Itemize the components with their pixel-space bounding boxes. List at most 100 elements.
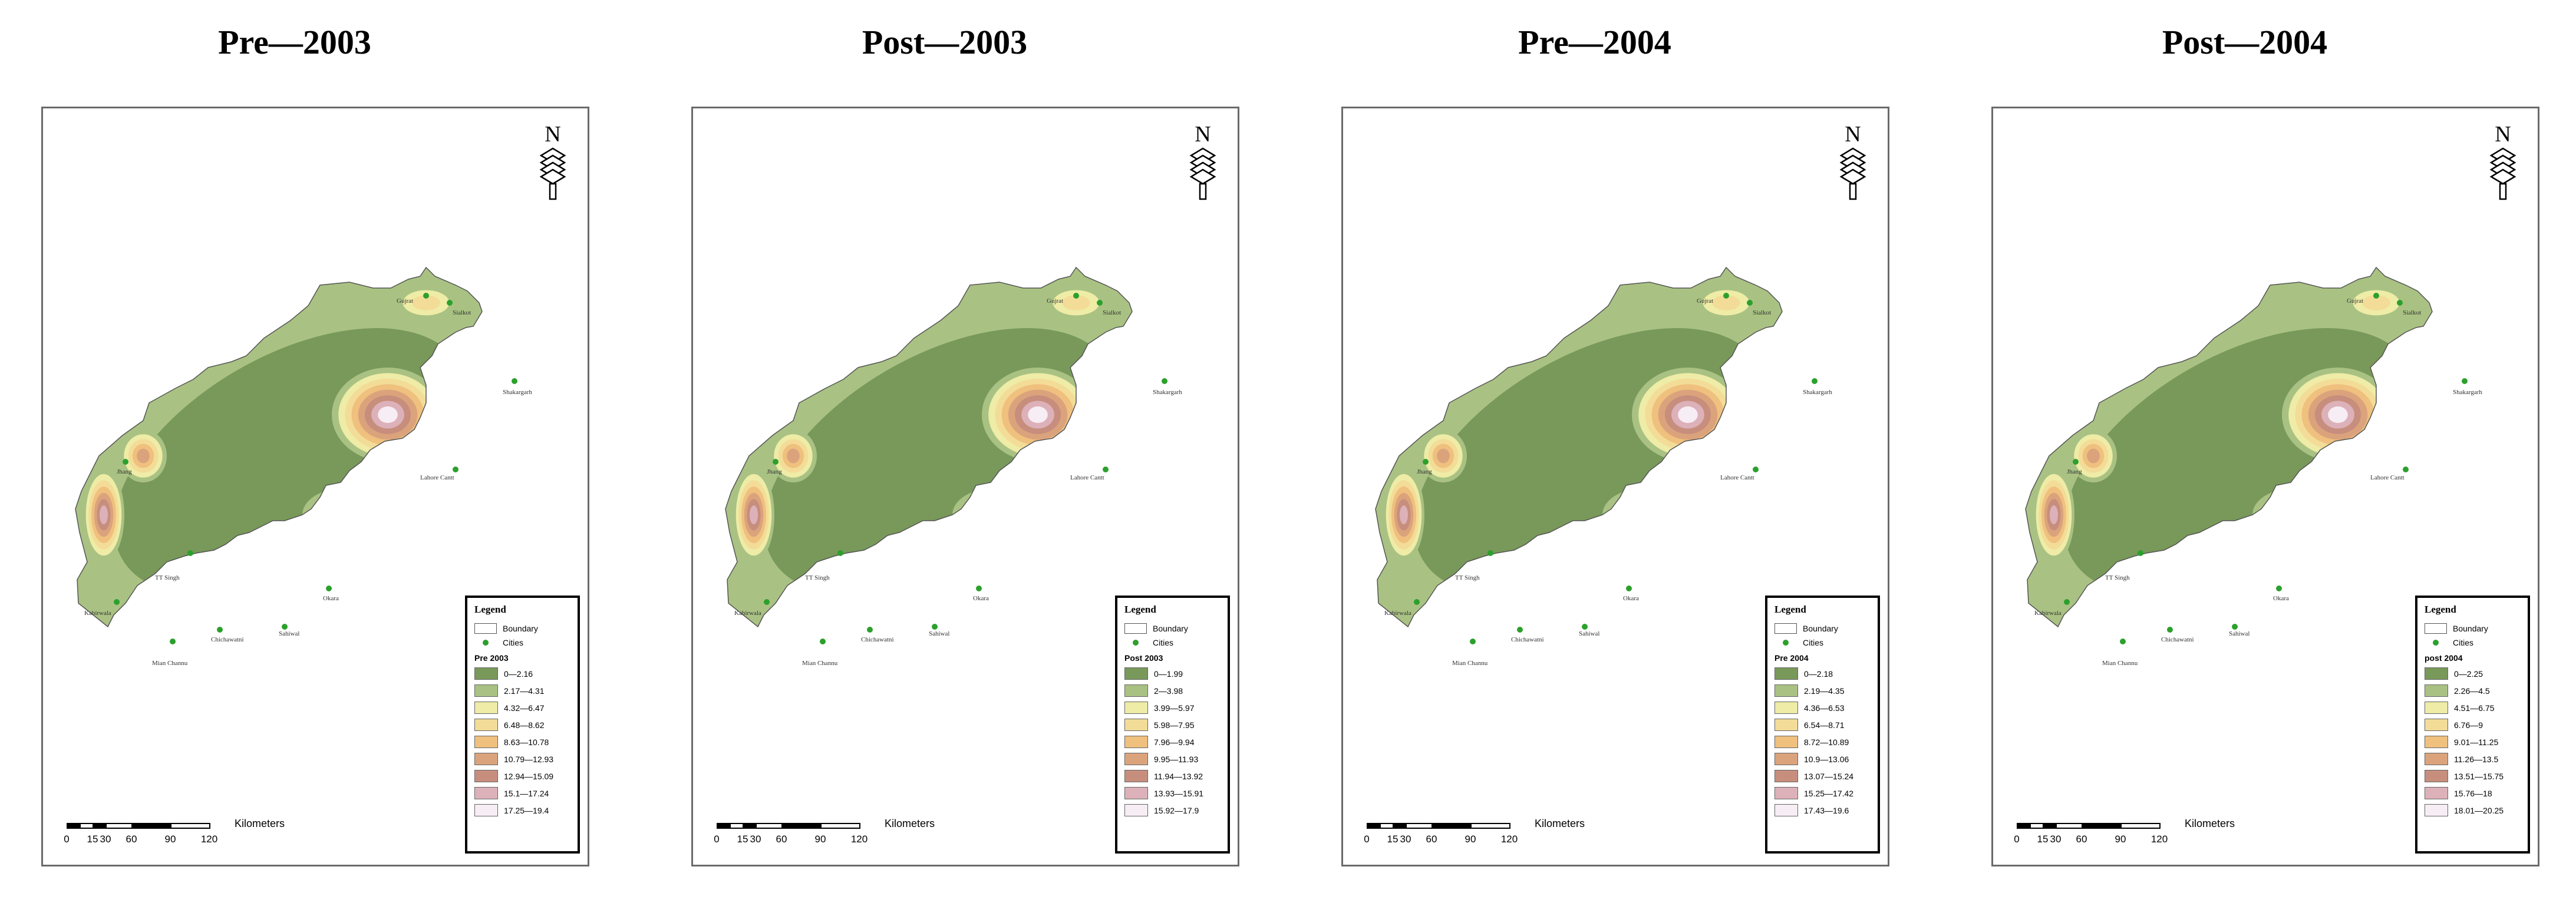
legend-class-swatch: [1774, 719, 1798, 731]
scale-segment: [1367, 823, 1381, 829]
city-label: Okara: [1623, 595, 1639, 602]
scale-tick-label: 120: [200, 833, 218, 845]
contour-zone: [1582, 566, 1599, 581]
city-marker: [423, 293, 429, 299]
city-marker: [512, 378, 517, 384]
city-label: Lahore Cantt: [1720, 474, 1754, 481]
scale-segment: [717, 823, 731, 829]
legend-class-row: 15.76—18: [2425, 785, 2521, 802]
boundary-label: Boundary: [1803, 624, 1838, 633]
contour-zone: [750, 505, 758, 524]
contour-zone: [1123, 383, 1132, 411]
legend-title: Legend: [2425, 604, 2456, 615]
scale-tick-label: 120: [850, 833, 868, 845]
city-label: Sahiwal: [279, 630, 299, 637]
contour-zone: [1101, 357, 1132, 437]
legend-class-swatch: [2425, 804, 2448, 816]
scale-tick-label: 30: [1400, 833, 1411, 845]
contour-zone: [1602, 488, 1685, 541]
panel-title: Pre—2003: [218, 23, 371, 61]
contour-zone: [137, 448, 150, 464]
legend-class-label: 13.07—15.24: [1804, 771, 1854, 781]
contour-zone: [2415, 373, 2432, 421]
contour-zone: [2090, 612, 2132, 627]
contour-zone: [2384, 457, 2415, 490]
city-marker: [1582, 624, 1588, 630]
legend-class-label: 12.94—15.09: [504, 771, 554, 781]
legend-class-swatch: [474, 770, 498, 782]
legend-class-row: 0—1.99: [1124, 665, 1221, 682]
city-marker: [1723, 293, 1729, 299]
map-frame: Gujrat Sialkot Shakargarh Lahore Cantt Okara…: [41, 107, 589, 866]
city-label: Kabirwala: [734, 610, 761, 617]
legend-class-label: 11.94—13.92: [1154, 771, 1203, 781]
city-marker: [1073, 293, 1079, 299]
city-label: Okara: [323, 595, 339, 602]
city-label: Gujrat: [1047, 297, 1063, 305]
scale-tick-label: 15: [737, 833, 748, 845]
city-marker: [976, 586, 982, 591]
district-boundary: [75, 266, 483, 628]
contour-zone: [464, 373, 482, 421]
contour-zone: [2423, 383, 2432, 411]
contour-zone: [1062, 295, 1090, 310]
legend-class-row: 2.19—4.35: [1774, 682, 1871, 699]
contour-zone: [309, 493, 378, 537]
legend-class-row: 0—2.18: [1774, 665, 1871, 682]
legend-class-label: 7.96—9.94: [1154, 737, 1195, 747]
legend-class-label: 15.76—18: [2454, 788, 2492, 798]
contour-zone: [2082, 606, 2140, 627]
legend-class-row: 6.76—9: [2425, 716, 2521, 733]
contour-zone: [1089, 462, 1111, 485]
city-marker: [447, 300, 453, 306]
scale-segment: [1432, 823, 1472, 829]
scale-segment: [2082, 823, 2122, 829]
city-label: Chichawatni: [211, 636, 244, 643]
map-panel-3: Pre—2004 Gujrat Sialkot Shakargarh Lahore C…: [1300, 0, 1889, 903]
legend-class-label: 10.9—13.06: [1804, 754, 1849, 764]
contour-zone: [2191, 532, 2291, 615]
legend-class-label: 15.92—17.9: [1154, 805, 1199, 815]
contour-zone: [332, 507, 355, 522]
panel-title: Post—2004: [2162, 23, 2328, 61]
legend-class-swatch: [474, 804, 498, 816]
scale-tick-label: 30: [2050, 833, 2062, 845]
legend-classes: 0—2.16 2.17—4.31 4.32—6.47 6.48—8.62 8.63—10…: [474, 665, 570, 819]
raster-layer: [725, 267, 1132, 627]
legend-class-row: 4.32—6.47: [474, 699, 570, 716]
city-label: Okara: [2273, 595, 2289, 602]
panel-title: Pre—2004: [1518, 23, 1671, 61]
scale-unit-label: Kilometers: [885, 818, 935, 829]
legend-class-row: 6.48—8.62: [474, 716, 570, 733]
boundary-swatch: [2425, 623, 2447, 634]
legend-class-label: 17.25—19.4: [504, 805, 549, 815]
district-boundary: [2025, 266, 2433, 628]
legend-class-row: 6.54—8.71: [1774, 716, 1871, 733]
city-label: Okara: [973, 595, 989, 602]
contour-zone: [1712, 295, 1740, 310]
legend-class-label: 15.25—17.42: [1804, 788, 1854, 798]
legend-class-row: 9.01—11.25: [2425, 733, 2521, 750]
scale-segment: [105, 823, 133, 829]
contour-zone: [1028, 406, 1048, 424]
legend-class-label: 10.79—12.93: [504, 754, 554, 764]
contour-zone: [787, 448, 800, 464]
scale-tick-label: 60: [126, 833, 137, 845]
map-legend: Legend Boundary Cities Post 2003 0—1.99 2…: [1115, 596, 1230, 854]
legend-class-row: 15.92—17.9: [1124, 802, 1221, 819]
scale-segment: [67, 823, 81, 829]
contour-zone: [302, 488, 385, 541]
legend-boundary: Boundary: [2425, 621, 2521, 636]
contour-zone: [2362, 295, 2390, 310]
contour-zone: [2275, 502, 2313, 527]
city-label: Lahore Cantt: [2370, 474, 2405, 481]
city-label: Sahiwal: [1579, 630, 1599, 637]
city-marker: [2403, 467, 2409, 472]
legend-class-swatch: [2425, 667, 2448, 680]
legend-class-label: 0—2.16: [504, 669, 533, 679]
legend-class-swatch: [1774, 736, 1798, 748]
legend-class-label: 8.63—10.78: [504, 737, 549, 747]
contour-zone: [1071, 443, 1128, 504]
legend-class-row: 0—2.16: [474, 665, 570, 682]
legend-class-label: 9.01—11.25: [2454, 737, 2499, 747]
